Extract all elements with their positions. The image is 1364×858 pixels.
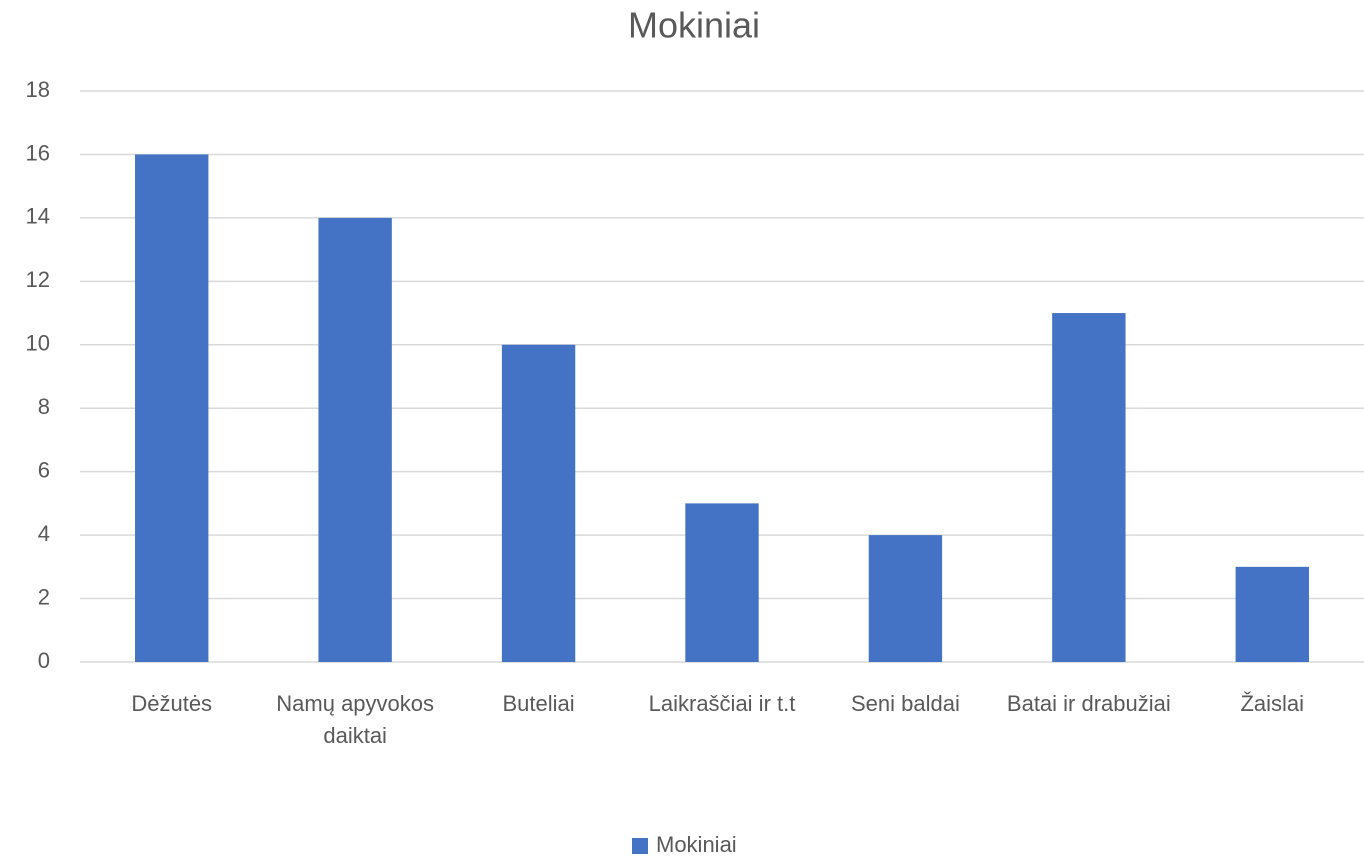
bar	[501, 344, 576, 662]
y-tick-label: 16	[26, 140, 50, 165]
x-tick-label: Laikraščiai ir t.t	[648, 691, 796, 716]
x-tick-label: Žaislai	[1240, 691, 1305, 716]
y-tick-label: 2	[38, 584, 50, 609]
bar	[135, 154, 209, 662]
chart-title: Mokiniai	[628, 5, 760, 46]
x-tick-label: Buteliai	[502, 691, 575, 716]
bar	[1235, 566, 1309, 662]
x-tick-label: Dėžutės	[131, 691, 213, 716]
y-tick-label: 6	[38, 457, 50, 482]
y-tick-label: 0	[38, 648, 50, 673]
y-tick-label: 18	[26, 77, 50, 102]
x-tick-label: Seni baldai	[850, 691, 960, 716]
bar	[318, 217, 392, 662]
bar	[1052, 313, 1126, 662]
y-tick-label: 14	[26, 204, 50, 229]
bar	[868, 535, 943, 662]
legend-label: Mokiniai	[656, 832, 737, 857]
y-tick-label: 10	[26, 331, 50, 356]
x-tick-label: Namų apyvokos daiktai	[276, 691, 435, 748]
legend-swatch	[632, 838, 648, 854]
y-tick-label: 8	[38, 394, 50, 419]
bar	[685, 503, 759, 662]
y-tick-label: 12	[26, 267, 50, 292]
y-tick-label: 4	[38, 521, 50, 546]
x-tick-label: Batai ir drabužiai	[1006, 691, 1171, 716]
